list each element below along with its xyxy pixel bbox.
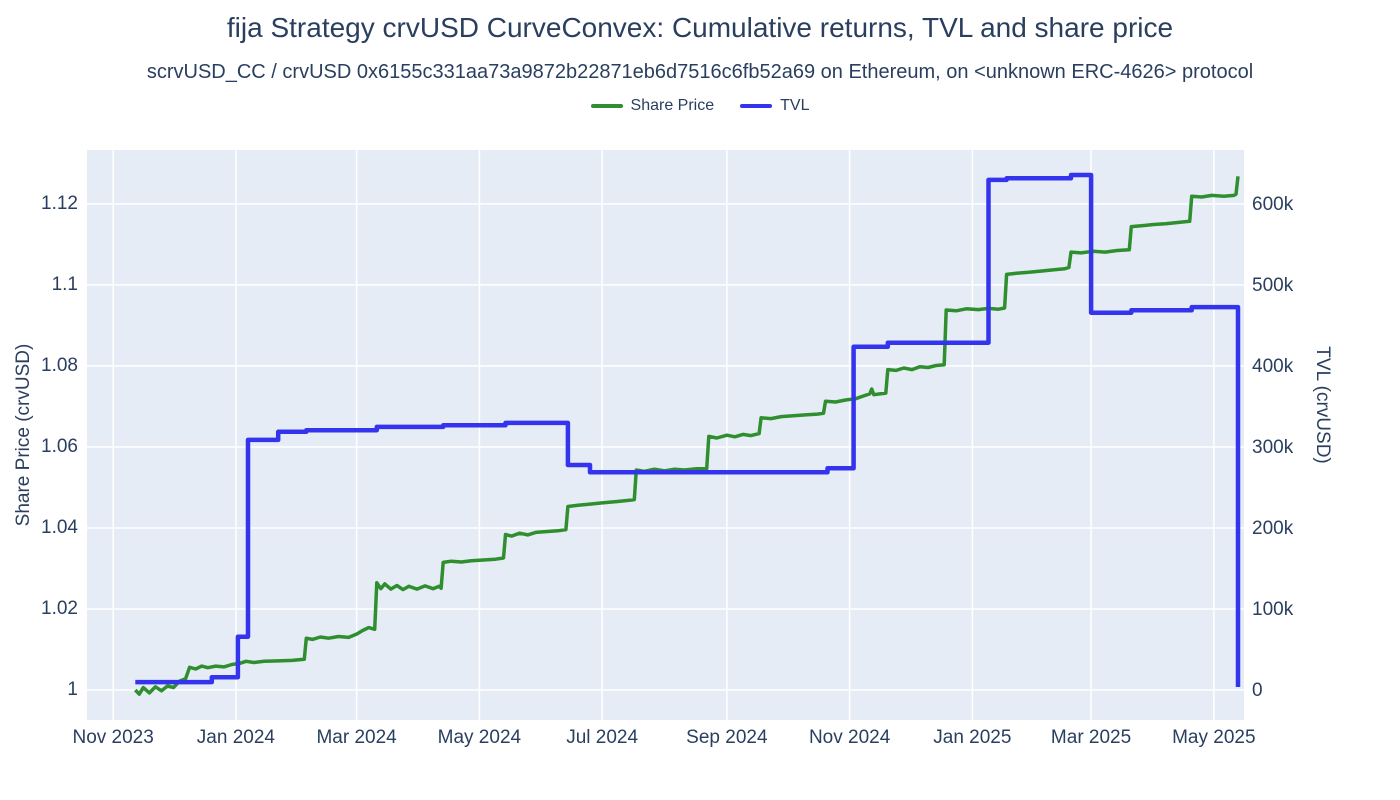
y-left-tick-label: 1.02 [41,597,78,619]
x-tick-label: May 2024 [437,727,522,748]
y-left-tick-label: 1.08 [41,354,78,376]
legend-line-swatch [590,104,623,108]
x-tick-label: Jul 2024 [566,727,639,748]
legend-label: Share Price [630,97,715,114]
y-right-tick-label: 500k [1252,274,1294,296]
x-tick-label: May 2025 [1172,727,1256,748]
y-axis-left-title: Share Price (crvUSD) [13,343,34,527]
x-tick-label: Mar 2024 [316,727,397,748]
tvl-line[interactable] [135,172,1241,687]
x-tick-label: Nov 2024 [808,727,891,748]
share-price-line[interactable] [134,176,1240,696]
y-axis-right-title: TVL (crvUSD) [1312,346,1333,464]
legend-label: TVL [780,97,810,114]
legend-line-swatch [740,104,773,108]
y-left-tick-label: 1.06 [41,435,78,457]
y-right-tick-label: 300k [1252,437,1294,458]
x-tick-label: Jan 2024 [196,727,275,748]
y-left-tick-label: 1.04 [41,516,78,538]
x-tick-label: Mar 2025 [1050,727,1132,748]
chart-subtitle: scrvUSD_CC / crvUSD 0x6155c331aa73a9872b… [146,61,1254,83]
legend-item-share-price[interactable]: Share Price [590,97,715,115]
y-left-tick-label: 1.1 [51,273,78,295]
y-right-tick-label: 400k [1252,356,1294,377]
y-right-tick-label: 0 [1252,680,1263,701]
y-right-tick-label: 200k [1252,518,1294,539]
y-left-tick-label: 1.12 [41,192,78,214]
legend-item-tvl[interactable]: TVL [740,97,809,115]
plot-background [87,150,1244,720]
y-right-tick-label: 100k [1252,599,1294,620]
y-right-tick-label: 600k [1252,193,1294,215]
y-left-tick-label: 1 [67,679,78,701]
chart-title: fija Strategy crvUSD CurveConvex: Cumula… [226,12,1174,43]
x-tick-label: Nov 2023 [72,727,154,748]
x-tick-label: Sep 2024 [686,727,768,748]
legend: Share Price TVL [0,94,1400,118]
x-tick-label: Jan 2025 [933,727,1012,748]
